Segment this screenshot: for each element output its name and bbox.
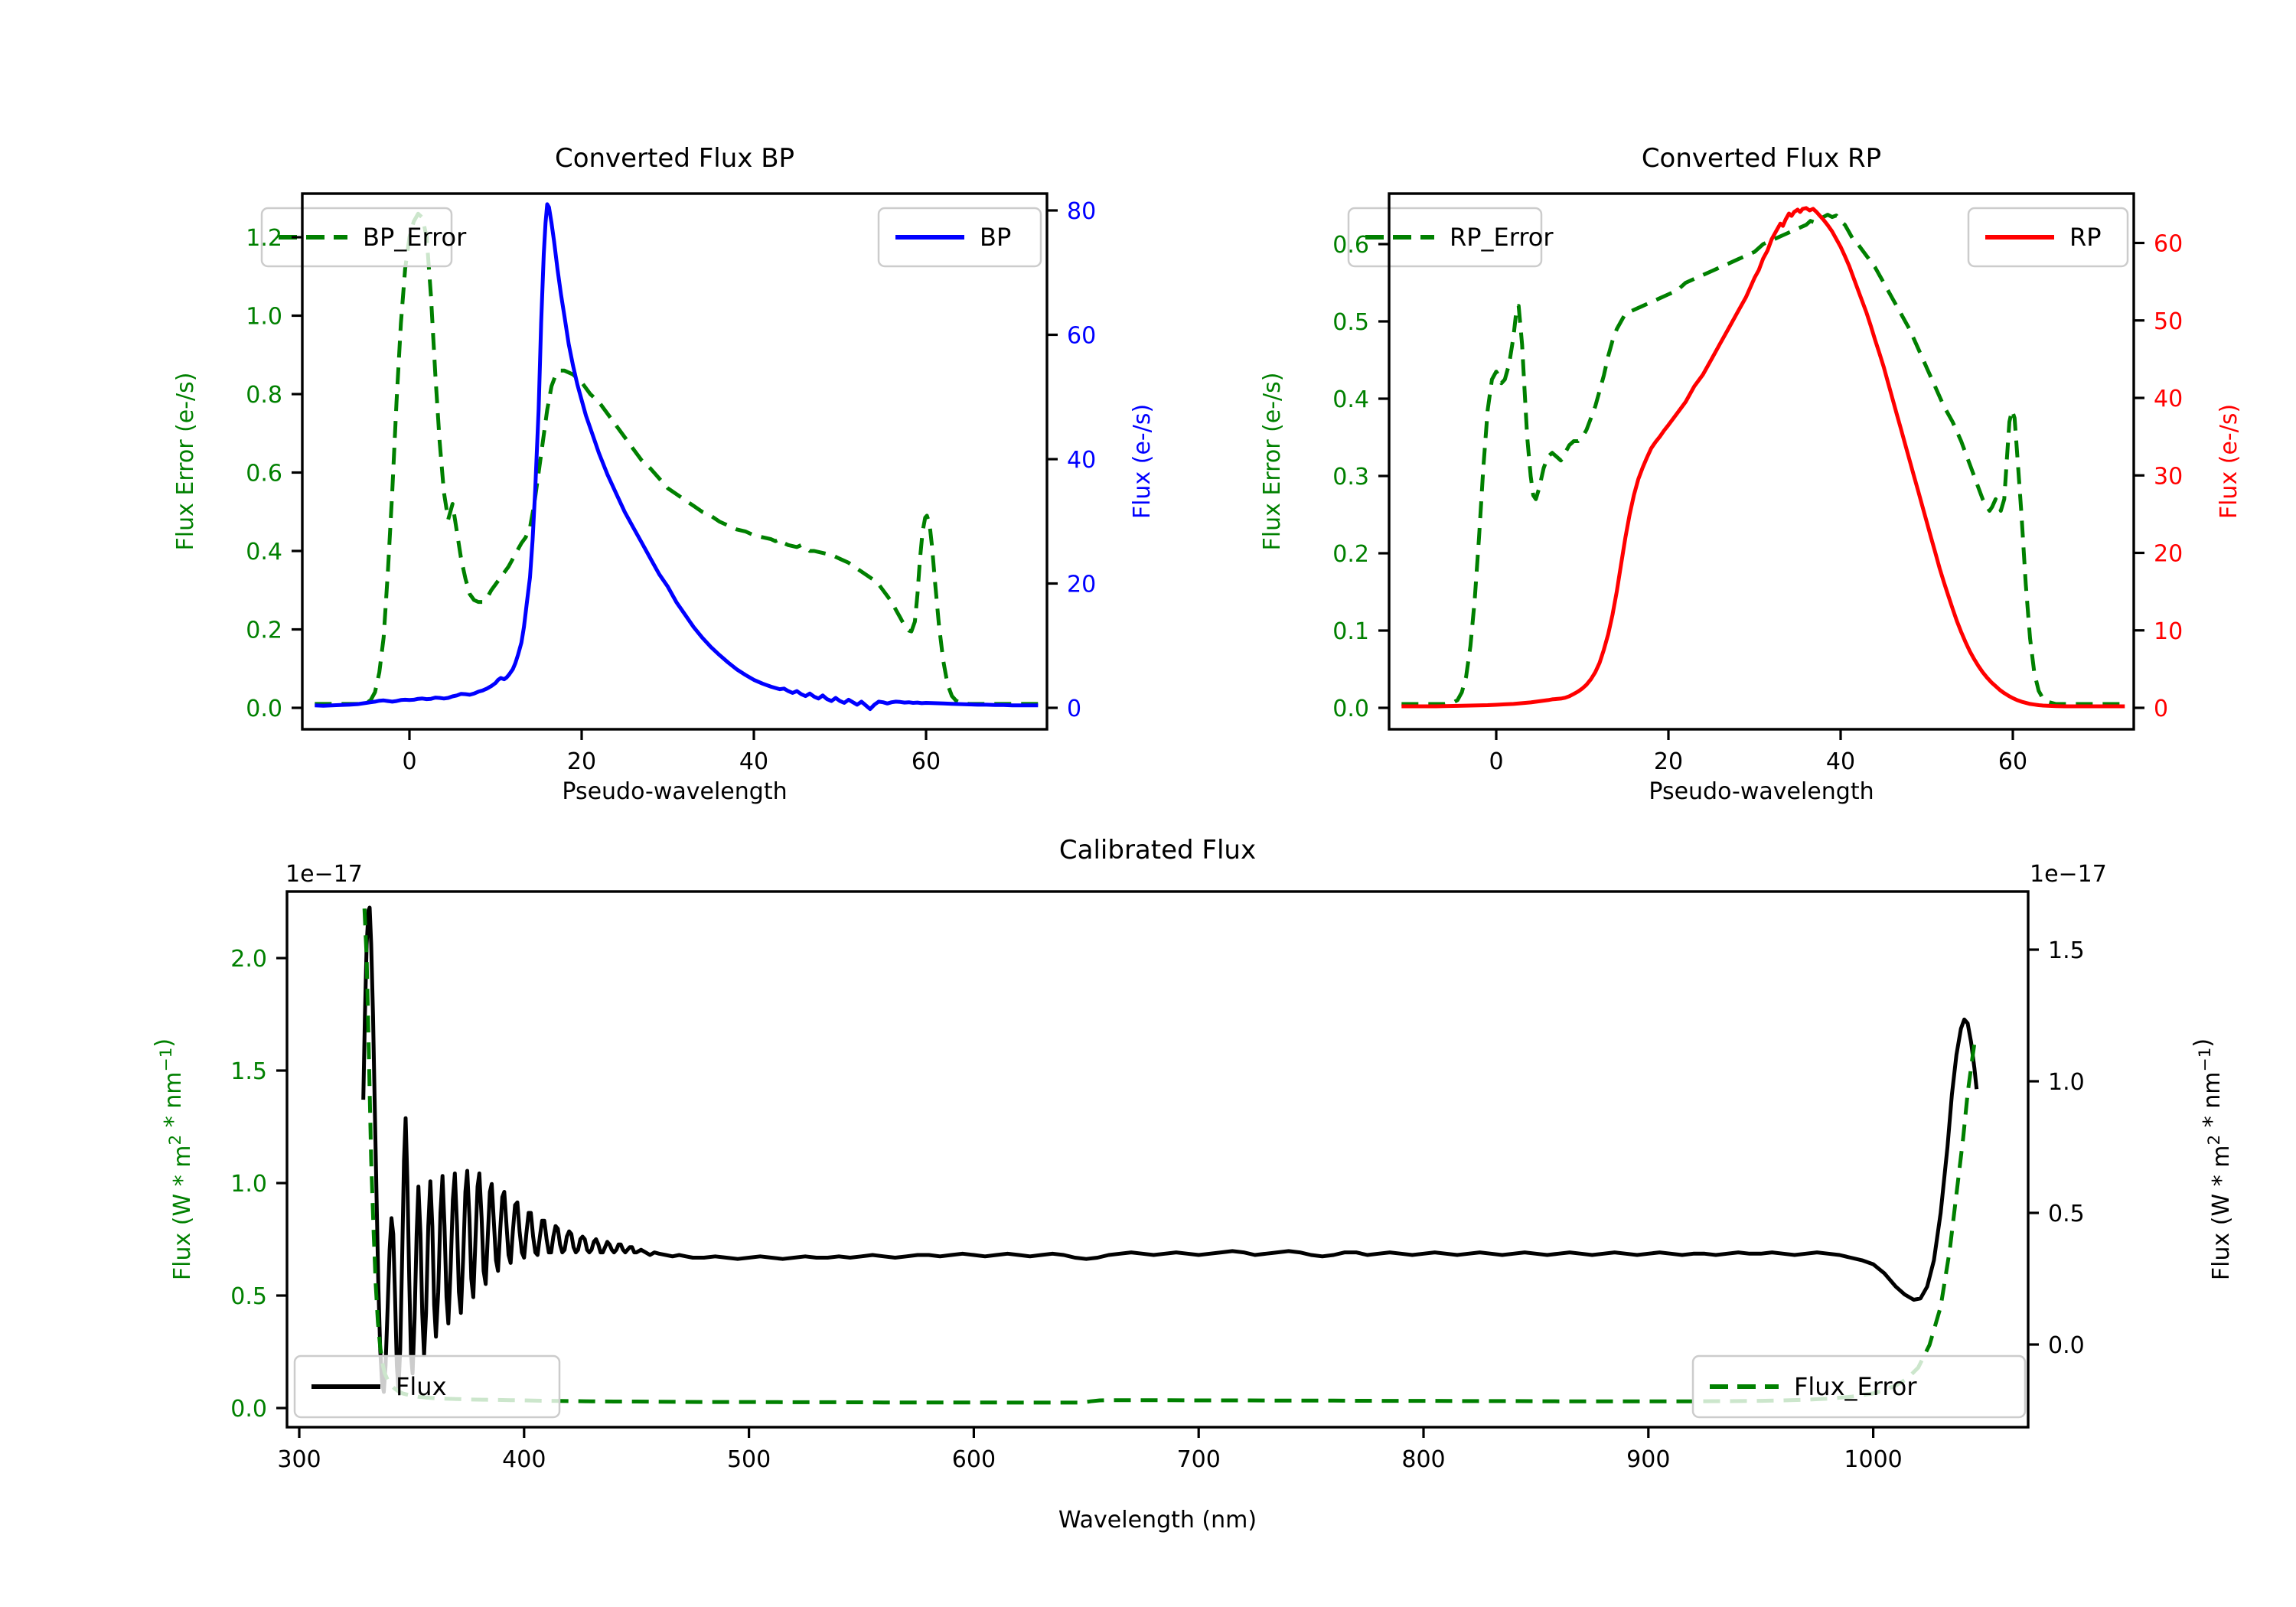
legend-box bbox=[1347, 207, 1543, 268]
right-tick-label: 0.5 bbox=[2048, 1201, 2085, 1227]
right-tick-label: 60 bbox=[2154, 231, 2183, 258]
left-tick-label: 0.0 bbox=[1332, 696, 1369, 722]
chart-bp: BP_Error BP 0 20 40 60 0.0 0.2 0.4 0.6 0.8 1.0 1.2 0 2… bbox=[172, 143, 1156, 805]
left-tick-label: 0.4 bbox=[246, 539, 282, 566]
legend-box bbox=[260, 207, 453, 268]
x-tick-label: 1000 bbox=[1844, 1446, 1902, 1473]
chart-title: Converted Flux RP bbox=[1642, 143, 1881, 174]
left-tick-label: 0.6 bbox=[246, 461, 282, 487]
left-axis-label: Flux Error (e-/s) bbox=[172, 373, 199, 551]
right-tick-label: 1.5 bbox=[2048, 937, 2085, 964]
legend-bp: BP bbox=[877, 207, 1042, 268]
legend-bp_error: BP_Error bbox=[260, 207, 467, 268]
left-tick-label: 1.5 bbox=[230, 1058, 267, 1085]
right-tick-label: 40 bbox=[1067, 447, 1096, 474]
left-tick-label: 0.2 bbox=[246, 618, 282, 644]
x-tick-label: 0 bbox=[402, 748, 416, 775]
left-tick-label: 0.1 bbox=[1332, 618, 1369, 645]
axis-offset-text: 1e−17 bbox=[2030, 861, 2107, 888]
left-tick-label: 0.3 bbox=[1332, 464, 1369, 491]
right-tick-label: 10 bbox=[2154, 618, 2183, 645]
right-tick-label: 0 bbox=[2154, 696, 2168, 722]
axes-frame bbox=[301, 192, 1049, 731]
x-tick-label: 900 bbox=[1626, 1446, 1670, 1473]
left-tick-label: 0.5 bbox=[230, 1283, 267, 1310]
x-tick-label: 700 bbox=[1177, 1446, 1221, 1473]
left-tick-label: 1.2 bbox=[246, 225, 282, 252]
x-tick-label: 20 bbox=[567, 748, 596, 775]
legend-label: RP_Error bbox=[1450, 223, 1554, 252]
right-axis-label: Flux (e-/s) bbox=[2216, 404, 2242, 519]
x-tick-label: 40 bbox=[1826, 748, 1855, 775]
right-tick-label: 60 bbox=[1067, 323, 1096, 350]
left-tick-label: 1.0 bbox=[230, 1171, 267, 1198]
right-axis-label: Flux (W * m2 * nm−1) bbox=[2190, 1038, 2235, 1280]
right-tick-label: 0.0 bbox=[2048, 1332, 2085, 1359]
x-tick-label: 300 bbox=[277, 1446, 321, 1473]
right-tick-label: 30 bbox=[2154, 463, 2183, 490]
x-tick-label: 500 bbox=[727, 1446, 771, 1473]
series-flux bbox=[361, 905, 1979, 1394]
right-tick-label: 50 bbox=[2154, 308, 2183, 335]
right-axis-label: Flux (e-/s) bbox=[1129, 404, 1156, 519]
left-tick-label: 0.4 bbox=[1332, 386, 1369, 413]
left-tick-label: 2.0 bbox=[230, 946, 267, 973]
left-tick-label: 0.2 bbox=[1332, 541, 1369, 568]
x-tick-label: 800 bbox=[1401, 1446, 1445, 1473]
left-tick-label: 0.8 bbox=[246, 382, 282, 409]
legend-label: Flux_Error bbox=[1794, 1372, 1917, 1401]
x-tick-label: 60 bbox=[1998, 748, 2027, 775]
x-tick-label: 60 bbox=[912, 748, 941, 775]
right-tick-label: 1.0 bbox=[2048, 1069, 2085, 1096]
x-axis-label: Pseudo-wavelength bbox=[562, 778, 787, 805]
left-tick-label: 0.0 bbox=[230, 1396, 267, 1423]
left-tick-label: 0.0 bbox=[246, 696, 282, 722]
legend-label: RP bbox=[2069, 223, 2102, 252]
right-tick-label: 20 bbox=[2154, 541, 2183, 568]
x-tick-label: 600 bbox=[952, 1446, 996, 1473]
series-rp_error bbox=[1401, 213, 2125, 706]
left-tick-label: 0.6 bbox=[1332, 232, 1369, 259]
x-axis-label: Wavelength (nm) bbox=[1058, 1507, 1257, 1534]
legend-label: BP_Error bbox=[363, 223, 467, 252]
x-tick-label: 40 bbox=[739, 748, 768, 775]
legend-box bbox=[1691, 1354, 2027, 1419]
right-tick-label: 20 bbox=[1067, 572, 1096, 598]
x-tick-label: 400 bbox=[502, 1446, 546, 1473]
x-axis-label: Pseudo-wavelength bbox=[1649, 778, 1874, 805]
chart-rp: RP_Error RP 0 20 40 60 0.0 0.1 0.2 0.3 0.4 0.5 0.6 0 1… bbox=[1259, 143, 2242, 805]
left-tick-label: 0.5 bbox=[1332, 309, 1369, 336]
legend-rp: RP bbox=[1967, 207, 2129, 268]
left-axis-label: Flux (W * m2 * nm−1) bbox=[151, 1038, 196, 1280]
legend-flux: Flux bbox=[293, 1354, 561, 1419]
left-tick-label: 1.0 bbox=[246, 304, 282, 331]
series-bp_error bbox=[315, 211, 1039, 706]
axis-offset-text: 1e−17 bbox=[285, 861, 363, 888]
chart-title: Converted Flux BP bbox=[555, 143, 794, 174]
right-tick-label: 40 bbox=[2154, 386, 2183, 412]
right-tick-label: 80 bbox=[1067, 198, 1096, 225]
legend-flux_error: Flux_Error bbox=[1691, 1354, 2027, 1419]
left-axis-label: Flux Error (e-/s) bbox=[1259, 373, 1286, 551]
chart-calibrated: Flux Flux_Error 300 400 500 600 700 800 900 1000 0… bbox=[151, 835, 2235, 1534]
legend-box bbox=[293, 1354, 561, 1419]
legend-label: Flux bbox=[396, 1372, 447, 1401]
axes-frame bbox=[285, 890, 2030, 1429]
chart-title: Calibrated Flux bbox=[1059, 835, 1256, 865]
series-flux_error bbox=[362, 908, 1977, 1405]
series-bp bbox=[315, 202, 1039, 712]
series-rp bbox=[1401, 206, 2125, 709]
right-tick-label: 0 bbox=[1067, 696, 1081, 722]
x-tick-label: 0 bbox=[1489, 748, 1503, 775]
legend-rp_error: RP_Error bbox=[1347, 207, 1554, 268]
legend-label: BP bbox=[980, 223, 1011, 252]
axes-frame bbox=[1388, 192, 2135, 731]
x-tick-label: 20 bbox=[1654, 748, 1683, 775]
